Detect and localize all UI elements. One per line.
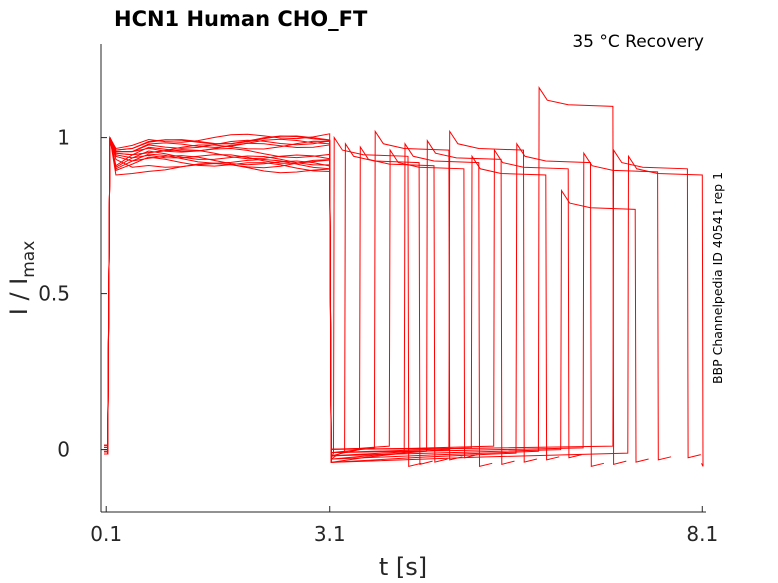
trace-line — [104, 133, 448, 463]
trace-line — [104, 129, 538, 463]
y-axis-label: I / Imax — [5, 241, 39, 316]
trace-line — [104, 135, 649, 463]
trace-line — [104, 137, 582, 459]
y-tick-label: 1 — [57, 126, 70, 150]
side-id-label: BBP Channelpedia ID 40541 rep 1 — [710, 172, 725, 384]
trace-line — [104, 137, 701, 459]
trace-line — [104, 137, 433, 465]
chart-title: HCN1 Human CHO_FT — [114, 7, 368, 31]
trace-line — [104, 137, 560, 461]
x-tick-label: 3.1 — [314, 522, 346, 546]
x-tick-label: 0.1 — [90, 522, 122, 546]
trace-line — [104, 137, 493, 468]
y-tick-label: 0 — [57, 438, 70, 462]
y-axis-label-main: I / I — [5, 278, 33, 316]
x-tick-label: 8.1 — [686, 522, 718, 546]
trace-line — [104, 137, 605, 468]
x-axis-label: t [s] — [379, 553, 427, 581]
trace-group — [104, 86, 704, 468]
trace-line — [104, 137, 704, 467]
y-tick-label: 0.5 — [38, 282, 70, 306]
trace-line — [104, 129, 463, 461]
trace-line — [104, 137, 672, 461]
condition-label: 35 °C Recovery — [572, 32, 704, 52]
y-axis-label-sub: max — [19, 241, 39, 278]
tick-group: 0.1 3.1 8.1 0 0.5 1 — [38, 126, 718, 546]
axes — [100, 44, 706, 513]
